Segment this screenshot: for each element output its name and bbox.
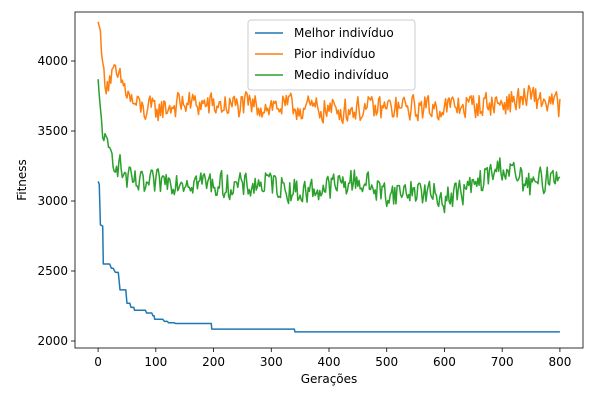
y-axis-label: Fitness: [15, 159, 29, 201]
legend-box: [247, 19, 416, 91]
x-tick-label: 200: [202, 355, 225, 369]
legend-label-melhor: Melhor indivíduo: [294, 26, 394, 40]
series-line-0: [97, 181, 560, 333]
x-tick-label: 0: [94, 355, 102, 369]
x-tick-label: 500: [375, 355, 398, 369]
x-tick-label: 400: [318, 355, 341, 369]
y-tick-label: 3000: [37, 194, 68, 208]
y-tick-label: 4000: [37, 54, 68, 68]
x-tick-label: 800: [548, 355, 571, 369]
x-axis-label: Gerações: [301, 372, 358, 386]
series-line-2: [97, 79, 561, 214]
ticks-layer: 0 100 200 300 400 500 600 700 800 2000 2500 3000 350…: [37, 54, 571, 369]
y-tick-label: 2500: [37, 264, 68, 278]
series-line-1: [97, 21, 561, 125]
x-tick-label: 700: [491, 355, 514, 369]
legend-label-medio: Medio indivíduo: [294, 68, 389, 82]
legend: Melhor indivíduo Pior indivíduo Medio in…: [247, 19, 416, 91]
x-tick-label: 600: [433, 355, 456, 369]
legend-label-pior: Pior indivíduo: [294, 47, 375, 61]
y-tick-label: 3500: [37, 124, 68, 138]
x-tick-label: 300: [260, 355, 283, 369]
x-tick-label: 100: [144, 355, 167, 369]
series-layer: [97, 21, 561, 333]
y-tick-label: 2000: [37, 334, 68, 348]
